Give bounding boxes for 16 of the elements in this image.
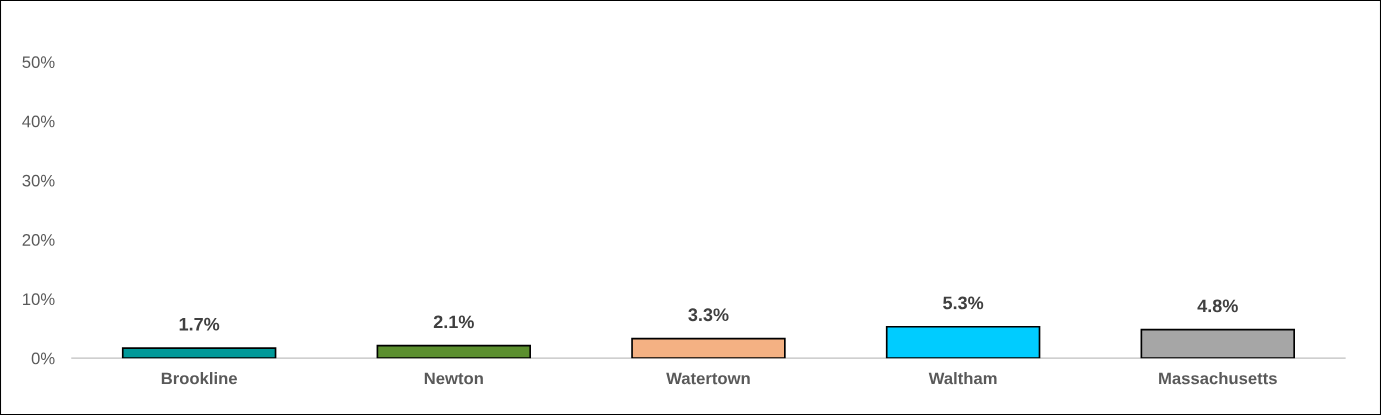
y-tick-label: 10% <box>23 293 55 306</box>
x-tick-label: Brookline <box>161 372 238 385</box>
x-tick-label: Newton <box>424 372 483 385</box>
x-tick-label: Waltham <box>928 372 997 385</box>
x-tick-label: Watertown <box>666 372 750 385</box>
data-label: 4.8% <box>1197 299 1238 313</box>
x-tick-label: Massachusetts <box>1159 372 1277 385</box>
y-tick-label: 0% <box>31 352 55 365</box>
y-tick-label: 30% <box>22 174 55 187</box>
data-label: 1.7% <box>179 317 220 331</box>
data-label: 2.1% <box>433 315 474 329</box>
y-tick-label: 50% <box>22 56 55 69</box>
y-tick-label: 20% <box>22 234 55 246</box>
y-tick-label: 40% <box>22 115 55 128</box>
data-label: 5.3% <box>943 296 984 310</box>
data-label: 3.3% <box>688 308 729 322</box>
